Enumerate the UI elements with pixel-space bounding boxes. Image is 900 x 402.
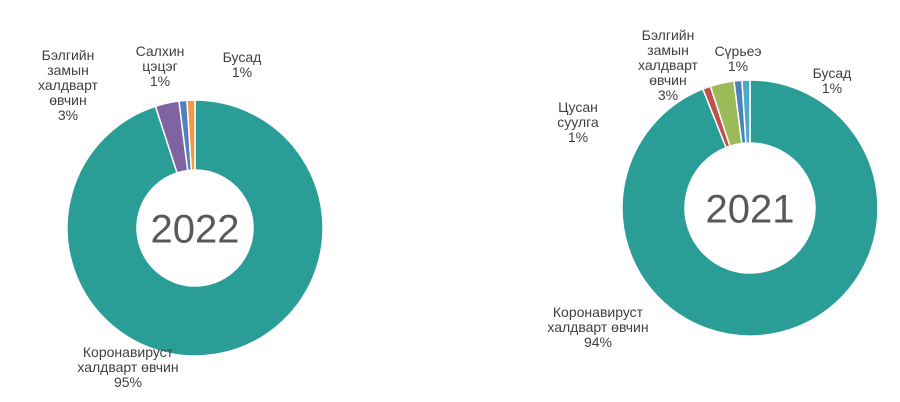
slice-label: Бэлгийн замын халдварт өвчин 3% (23, 48, 113, 123)
slice-label: Цусан суулга 1% (548, 100, 608, 145)
value-label: 1% (567, 129, 589, 145)
slice-label: Сүрьеэ 1% (708, 44, 768, 74)
donut-slice (186, 99, 196, 171)
category-name: Салхин цэцэг (135, 43, 185, 74)
slice-label: Коронавируст халдварт өвчин 94% (528, 305, 668, 350)
value-label: 1% (821, 80, 843, 96)
value-label: 94% (583, 334, 613, 350)
donut-slice (66, 99, 324, 357)
donut-slice (621, 79, 879, 337)
value-label: 1% (149, 73, 171, 89)
slice-label: Салхин цэцэг 1% (130, 44, 190, 89)
slice-label: Бусад 1% (802, 66, 862, 96)
value-label: 1% (231, 64, 253, 80)
category-name: Сүрьеэ (714, 43, 762, 59)
slice-label: Бэлгийн замын халдварт өвчин 3% (628, 28, 708, 103)
center-title: 2022 (151, 208, 240, 252)
value-label: 1% (727, 58, 749, 74)
slice-label: Бусад 1% (212, 50, 272, 80)
slice-label: Коронавируст халдварт өвчин 95% (63, 345, 193, 390)
category-name: Бусад (812, 65, 852, 81)
category-name: Коронавируст халдварт өвчин (77, 344, 179, 375)
category-name: Коронавируст халдварт өвчин (547, 304, 649, 335)
value-label: 3% (657, 87, 679, 103)
center-title: 2021 (706, 188, 795, 232)
category-name: Бэлгийн замын халдварт өвчин (38, 47, 98, 108)
category-name: Цусан суулга (557, 99, 599, 130)
category-name: Бэлгийн замын халдварт өвчин (638, 27, 698, 88)
donut-slice (741, 79, 751, 144)
value-label: 3% (57, 107, 79, 123)
category-name: Бусад (222, 49, 262, 65)
value-label: 95% (113, 374, 143, 390)
